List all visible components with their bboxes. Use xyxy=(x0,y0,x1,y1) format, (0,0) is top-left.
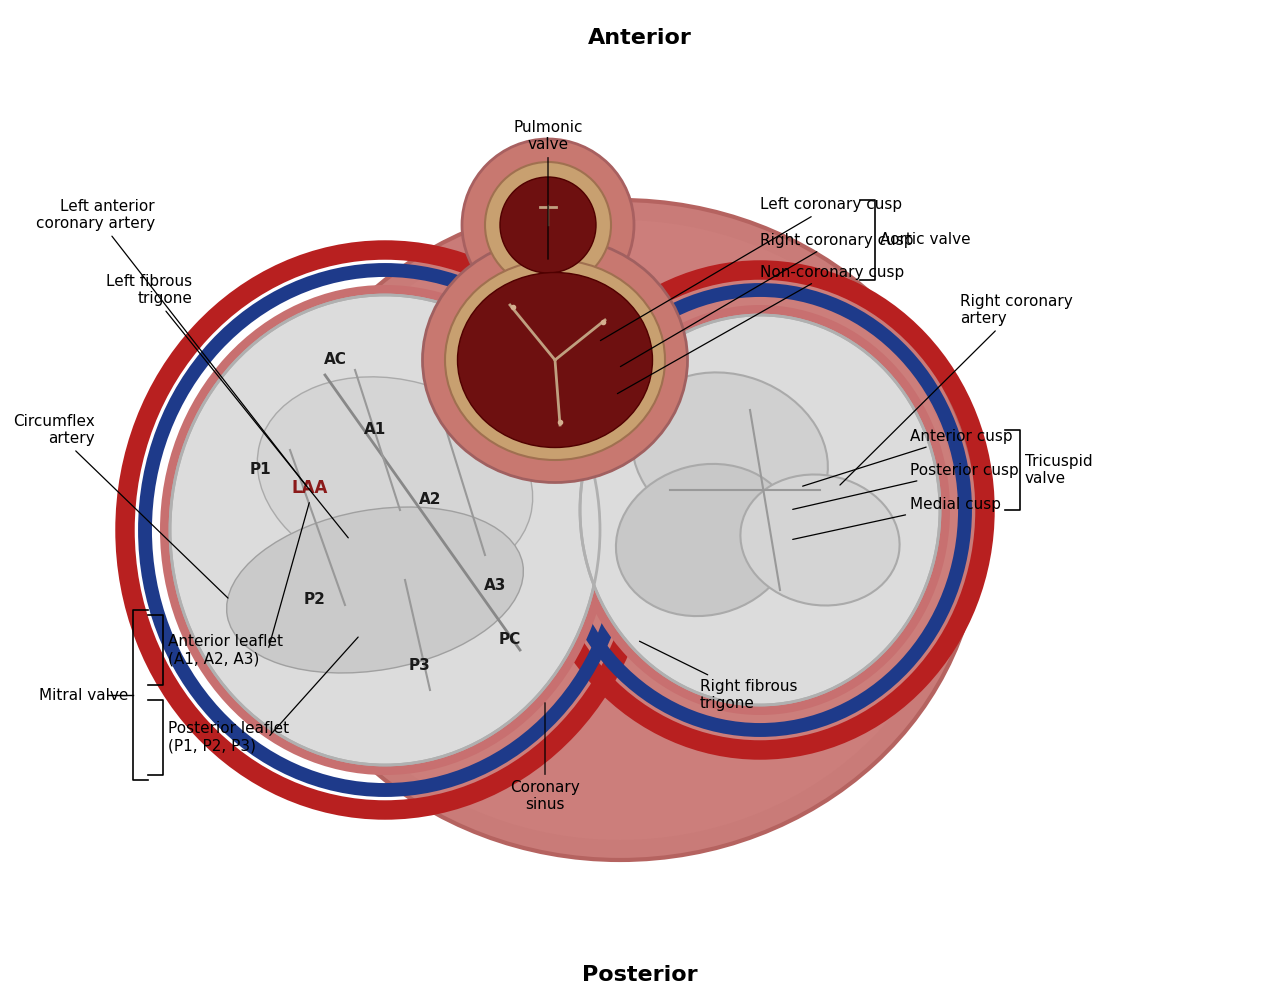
Circle shape xyxy=(485,162,611,288)
Ellipse shape xyxy=(740,475,900,606)
Text: A3: A3 xyxy=(484,578,506,593)
Text: PC: PC xyxy=(499,632,521,647)
Ellipse shape xyxy=(632,372,828,537)
Text: P2: P2 xyxy=(305,593,326,608)
Ellipse shape xyxy=(422,238,687,483)
Ellipse shape xyxy=(616,464,794,616)
Text: AC: AC xyxy=(324,353,347,368)
Text: Right coronary cusp: Right coronary cusp xyxy=(621,233,914,367)
Text: Posterior: Posterior xyxy=(582,965,698,985)
Text: Anterior cusp: Anterior cusp xyxy=(803,428,1012,486)
Text: Tricuspid
valve: Tricuspid valve xyxy=(1025,454,1093,486)
Ellipse shape xyxy=(170,295,600,765)
Circle shape xyxy=(462,139,634,311)
Text: LAA: LAA xyxy=(292,479,328,497)
Ellipse shape xyxy=(280,220,960,840)
Circle shape xyxy=(500,177,596,273)
Text: A1: A1 xyxy=(364,422,387,437)
Text: P3: P3 xyxy=(410,657,431,672)
Ellipse shape xyxy=(260,200,980,860)
Text: Medial cusp: Medial cusp xyxy=(792,497,1001,539)
Text: Mitral valve: Mitral valve xyxy=(38,687,128,703)
Ellipse shape xyxy=(580,314,940,705)
Text: Right coronary
artery: Right coronary artery xyxy=(840,293,1073,485)
Ellipse shape xyxy=(160,285,611,775)
Ellipse shape xyxy=(445,260,666,460)
Text: Anterior leaflet
(A1, A2, A3): Anterior leaflet (A1, A2, A3) xyxy=(168,634,283,666)
Text: Left fibrous
trigone: Left fibrous trigone xyxy=(106,274,348,538)
Text: A2: A2 xyxy=(419,493,442,507)
Text: Anterior: Anterior xyxy=(588,28,692,48)
Text: Circumflex
artery: Circumflex artery xyxy=(13,414,228,598)
Text: Non-coronary cusp: Non-coronary cusp xyxy=(617,264,904,394)
Text: Pulmonic
valve: Pulmonic valve xyxy=(513,120,582,259)
Text: Right fibrous
trigone: Right fibrous trigone xyxy=(640,641,797,712)
Text: Left coronary cusp: Left coronary cusp xyxy=(600,198,902,341)
Text: Posterior leaflet
(P1, P2, P3): Posterior leaflet (P1, P2, P3) xyxy=(168,722,289,754)
Text: P1: P1 xyxy=(250,463,271,478)
Ellipse shape xyxy=(257,377,532,584)
Ellipse shape xyxy=(570,305,950,715)
Ellipse shape xyxy=(457,272,653,448)
Text: Coronary
sinus: Coronary sinus xyxy=(511,703,580,812)
Text: Aortic valve: Aortic valve xyxy=(881,233,970,248)
Text: Posterior cusp: Posterior cusp xyxy=(792,463,1019,509)
Text: Left anterior
coronary artery: Left anterior coronary artery xyxy=(36,199,306,486)
Ellipse shape xyxy=(227,507,524,673)
